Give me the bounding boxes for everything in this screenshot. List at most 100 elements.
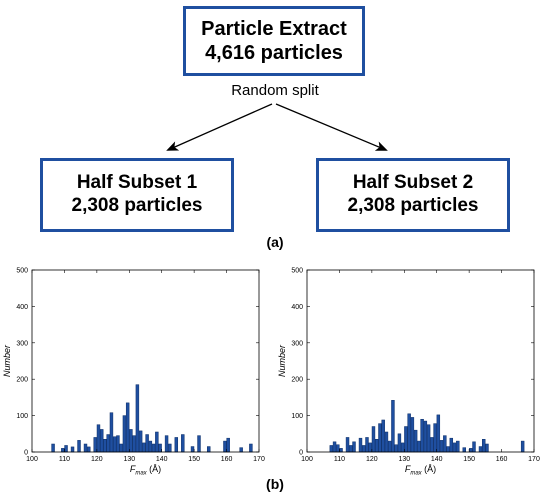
y-tick-label: 0 [299, 450, 303, 457]
y-axis-label: Number [277, 344, 287, 377]
histogram-bar [381, 419, 385, 453]
histogram-bar [345, 437, 350, 453]
x-tick-label: 120 [366, 456, 378, 463]
x-tick-label: 170 [528, 456, 540, 463]
histogram-bar [439, 440, 444, 453]
histogram-bar [384, 431, 389, 453]
histogram-bar [436, 414, 441, 453]
histogram-bar [456, 440, 460, 453]
histogram-bar [168, 443, 172, 453]
histogram-bar [394, 444, 398, 453]
histogram-bar [226, 437, 230, 453]
histogram-bar [174, 437, 179, 453]
histogram-bar [142, 442, 146, 453]
histogram-bar [472, 441, 476, 453]
histogram-bar [423, 420, 428, 453]
half-subset-2-title: Half Subset 2 [352, 172, 474, 194]
histogram-bar [64, 445, 68, 453]
x-tick-label: 130 [398, 456, 410, 463]
histogram-bar [158, 443, 162, 453]
histogram-bar [462, 447, 466, 453]
y-tick-label: 400 [291, 304, 303, 311]
x-tick-label: 120 [91, 456, 103, 463]
plot-frame [306, 269, 535, 453]
histogram-bar [469, 448, 473, 453]
histogram-bar [410, 417, 415, 453]
histogram-bar [336, 444, 340, 453]
histogram-bar [190, 446, 195, 453]
histogram-bar [223, 440, 227, 453]
split-arrows [166, 103, 388, 151]
histogram-bar [407, 413, 411, 453]
histogram-subset-1: 100 110 120 130 140 150 160 1700100200300400500… [2, 268, 265, 477]
histogram-bar [61, 448, 65, 453]
histogram-bar [397, 433, 402, 453]
caption-b: (b) [266, 476, 284, 492]
x-tick-label: 130 [123, 456, 135, 463]
histogram-bar [112, 436, 117, 453]
half-subset-1-title: Half Subset 1 [76, 172, 198, 194]
histogram-bar [433, 423, 437, 453]
histogram-bar [138, 430, 143, 453]
plot-frame [31, 269, 260, 453]
y-tick-label: 200 [16, 377, 28, 384]
arrow-right [275, 103, 388, 151]
histogram-bar [96, 424, 101, 453]
histogram-bar [400, 442, 405, 453]
histogram-bar [339, 448, 343, 453]
histogram-bar [520, 440, 525, 453]
x-tick-label: 100 [301, 456, 313, 463]
x-tick-label: 110 [59, 456, 70, 463]
histogram-bar [135, 384, 140, 453]
half-subset-1-box: Half Subset 1 2,308 particles [40, 158, 234, 232]
x-tick-label: 170 [253, 456, 265, 463]
x-tick-label: 110 [334, 456, 345, 463]
histogram-bar [249, 443, 253, 453]
y-tick-label: 300 [16, 340, 28, 347]
x-tick-label: 150 [188, 456, 200, 463]
histogram-bar [452, 442, 457, 453]
histogram-bar [207, 446, 211, 453]
histogram-bar [391, 400, 395, 453]
histogram-bar [109, 412, 114, 453]
histogram-bar [485, 443, 489, 453]
histogram-bar [420, 418, 424, 453]
x-axis-label: Fmax (Å) [130, 464, 161, 476]
y-tick-label: 100 [291, 413, 303, 420]
histogram-bar [77, 440, 81, 453]
x-tick-label: 100 [26, 456, 38, 463]
histogram-bar [119, 443, 123, 453]
x-axis-label: Fmax (Å) [405, 464, 436, 476]
histogram-bar [122, 415, 127, 453]
x-tick-label: 140 [156, 456, 168, 463]
histogram-bar [404, 426, 408, 453]
half-subset-1-count: 2,308 particles [71, 195, 203, 216]
histogram-bar [197, 435, 201, 453]
x-tick-label: 140 [431, 456, 443, 463]
histogram-bar [443, 435, 447, 453]
histogram-bar [387, 440, 392, 453]
histogram-bar [332, 441, 337, 453]
y-tick-label: 0 [24, 450, 28, 457]
histogram-bar [125, 402, 130, 453]
histogram-bar [349, 445, 353, 453]
histogram-bar [430, 437, 434, 453]
histogram-bar [413, 429, 418, 453]
histogram-bar [100, 429, 104, 453]
histogram-bar [106, 434, 110, 453]
particle-extract-box: Particle Extract 4,616 particles [183, 6, 365, 76]
y-tick-label: 300 [291, 340, 303, 347]
histogram-bar [352, 441, 356, 453]
histogram-bar [103, 439, 107, 453]
histogram-bar [116, 435, 120, 453]
histogram-bar [362, 445, 366, 453]
histogram-bar [51, 443, 55, 453]
histogram-bar [329, 445, 334, 453]
y-tick-label: 200 [291, 377, 303, 384]
histogram-bar [181, 434, 185, 453]
histogram-subset-2: 100 110 120 130 140 150 160 1700100200300400500… [277, 268, 540, 477]
particle-extract-title: Particle Extract [201, 18, 347, 40]
random-split-label: Random split [231, 82, 319, 99]
histogram-bar [417, 440, 421, 453]
y-tick-label: 400 [16, 304, 28, 311]
